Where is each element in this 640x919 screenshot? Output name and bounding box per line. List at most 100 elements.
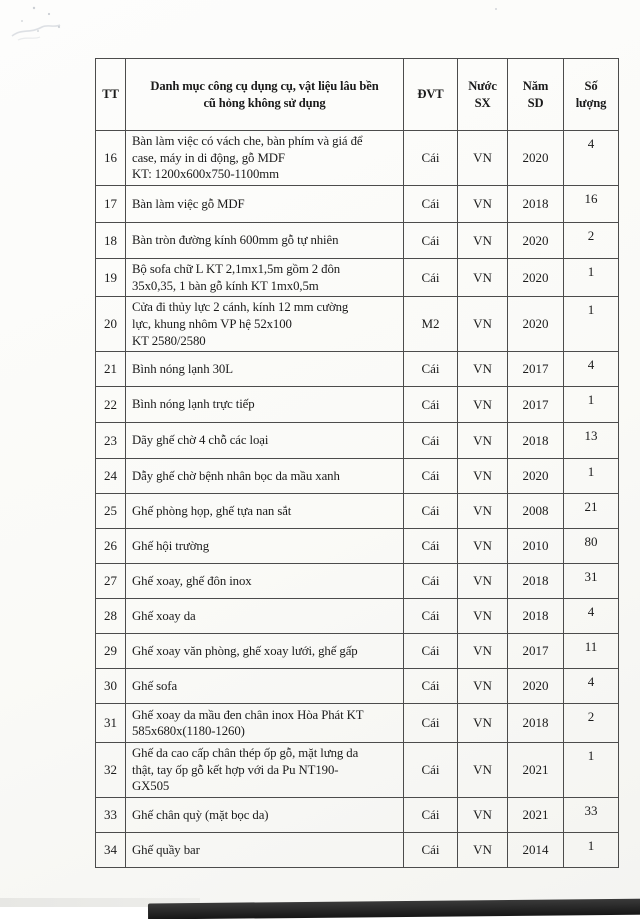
cell-tt: 32 — [95, 742, 126, 798]
cell-so-luong: 31 — [563, 563, 619, 600]
cell-danh-muc: Bàn làm việc có vách che, bàn phím và gi… — [125, 130, 404, 186]
cell-nuoc-sx: VN — [457, 703, 508, 744]
table-row: 28 Ghế xoay da Cái VN 2018 4 — [95, 598, 619, 635]
cell-so-luong: 4 — [563, 130, 619, 186]
inventory-table: TT Danh mục công cụ dụng cụ, vật liệu lâ… — [95, 58, 619, 868]
table-row: 26 Ghế hội trường Cái VN 2010 80 — [95, 528, 619, 565]
header-nam-sd: Năm SD — [507, 58, 564, 131]
cell-danh-muc: Ghế xoay văn phòng, ghế xoay lưới, ghế g… — [125, 633, 404, 670]
cell-nam-sd: 2018 — [507, 563, 564, 600]
cell-tt: 25 — [95, 493, 126, 530]
cell-nam-sd: 2020 — [507, 668, 564, 705]
cell-so-luong: 1 — [563, 386, 619, 424]
cell-nam-sd: 2020 — [507, 257, 564, 298]
cell-nuoc-sx: VN — [457, 633, 508, 670]
cell-nam-sd: 2018 — [507, 703, 564, 744]
cell-dvt: Cái — [403, 185, 458, 223]
cell-dvt: Cái — [403, 351, 458, 388]
cell-danh-muc: Bình nóng lạnh 30L — [125, 351, 404, 388]
cell-tt: 23 — [95, 422, 126, 460]
cell-dvt: Cái — [403, 703, 458, 744]
table-row: 23 Dãy ghế chờ 4 chỗ các loại Cái VN 201… — [95, 422, 619, 460]
cell-tt: 33 — [95, 797, 126, 833]
table-row: 30 Ghế sofa Cái VN 2020 4 — [95, 668, 619, 705]
cell-so-luong: 4 — [563, 668, 619, 705]
cell-nam-sd: 2017 — [507, 633, 564, 670]
cell-tt: 28 — [95, 598, 126, 635]
cell-tt: 17 — [95, 185, 126, 223]
cell-dvt: Cái — [403, 422, 458, 460]
cell-nuoc-sx: VN — [457, 257, 508, 298]
cell-danh-muc: Bình nóng lạnh trực tiếp — [125, 386, 404, 424]
cell-so-luong: 1 — [563, 832, 619, 868]
cell-tt: 24 — [95, 458, 126, 495]
cell-danh-muc: Ghế sofa — [125, 668, 404, 705]
cell-danh-muc: Ghế xoay, ghế đôn inox — [125, 563, 404, 600]
table-row: 29 Ghế xoay văn phòng, ghế xoay lưới, gh… — [95, 633, 619, 670]
cell-dvt: Cái — [403, 832, 458, 868]
table-row: 19 Bộ sofa chữ L KT 2,1mx1,5m gồm 2 đôn … — [95, 257, 619, 298]
cell-nuoc-sx: VN — [457, 668, 508, 705]
tiny-scan-speck — [495, 8, 497, 10]
cell-dvt: Cái — [403, 797, 458, 833]
header-tt: TT — [95, 58, 126, 131]
scan-bottom-gray-strip — [0, 898, 200, 907]
cell-nam-sd: 2021 — [507, 797, 564, 833]
table-row: 25 Ghế phòng họp, ghế tựa nan sắt Cái VN… — [95, 493, 619, 530]
cell-danh-muc: Dãy ghế chờ 4 chỗ các loại — [125, 422, 404, 460]
cell-so-luong: 80 — [563, 528, 619, 565]
cell-so-luong: 1 — [563, 296, 619, 353]
cell-tt: 18 — [95, 222, 126, 259]
cell-nam-sd: 2017 — [507, 351, 564, 388]
table-row: 21 Bình nóng lạnh 30L Cái VN 2017 4 — [95, 351, 619, 388]
cell-danh-muc: Bộ sofa chữ L KT 2,1mx1,5m gồm 2 đôn 35x… — [125, 257, 404, 298]
cell-danh-muc: Bàn tròn đường kính 600mm gỗ tự nhiên — [125, 222, 404, 259]
cell-tt: 19 — [95, 257, 126, 298]
cell-nam-sd: 2018 — [507, 422, 564, 460]
cell-tt: 31 — [95, 703, 126, 744]
cell-dvt: Cái — [403, 563, 458, 600]
cell-so-luong: 1 — [563, 458, 619, 495]
header-dvt: ĐVT — [403, 58, 458, 131]
cell-so-luong: 1 — [563, 257, 619, 298]
cell-danh-muc: Ghế da cao cấp chân thép ốp gỗ, mặt lưng… — [125, 742, 404, 798]
cell-nuoc-sx: VN — [457, 185, 508, 223]
cell-nuoc-sx: VN — [457, 797, 508, 833]
table-row: 27 Ghế xoay, ghế đôn inox Cái VN 2018 31 — [95, 563, 619, 600]
cell-nuoc-sx: VN — [457, 563, 508, 600]
cell-so-luong: 13 — [563, 422, 619, 460]
cell-dvt: Cái — [403, 633, 458, 670]
cell-nuoc-sx: VN — [457, 422, 508, 460]
cell-nam-sd: 2010 — [507, 528, 564, 565]
cell-so-luong: 2 — [563, 703, 619, 744]
cell-nuoc-sx: VN — [457, 222, 508, 259]
table-row: 18 Bàn tròn đường kính 600mm gỗ tự nhiên… — [95, 222, 619, 259]
cell-so-luong: 11 — [563, 633, 619, 670]
table-row: 16 Bàn làm việc có vách che, bàn phím và… — [95, 130, 619, 186]
cell-nuoc-sx: VN — [457, 386, 508, 424]
cell-nam-sd: 2020 — [507, 458, 564, 495]
cell-tt: 22 — [95, 386, 126, 424]
cell-so-luong: 1 — [563, 742, 619, 798]
cell-danh-muc: Cửa đi thủy lực 2 cánh, kính 12 mm cường… — [125, 296, 404, 353]
table-row: 34 Ghế quầy bar Cái VN 2014 1 — [95, 832, 619, 868]
cell-danh-muc: Ghế xoay da mầu đen chân inox Hòa Phát K… — [125, 703, 404, 744]
cell-danh-muc: Ghế chân quỳ (mặt bọc da) — [125, 797, 404, 833]
cell-dvt: Cái — [403, 458, 458, 495]
cell-dvt: Cái — [403, 598, 458, 635]
cell-so-luong: 4 — [563, 351, 619, 388]
cell-danh-muc: Ghế phòng họp, ghế tựa nan sắt — [125, 493, 404, 530]
cell-nam-sd: 2020 — [507, 296, 564, 353]
cell-nuoc-sx: VN — [457, 742, 508, 798]
cell-so-luong: 2 — [563, 222, 619, 259]
table-row: 22 Bình nóng lạnh trực tiếp Cái VN 2017 … — [95, 386, 619, 424]
cell-nuoc-sx: VN — [457, 528, 508, 565]
cell-nam-sd: 2020 — [507, 222, 564, 259]
cell-dvt: Cái — [403, 386, 458, 424]
cell-dvt: Cái — [403, 528, 458, 565]
cell-so-luong: 33 — [563, 797, 619, 833]
table-row: 33 Ghế chân quỳ (mặt bọc da) Cái VN 2021… — [95, 797, 619, 833]
cell-dvt: Cái — [403, 257, 458, 298]
cell-danh-muc: Bàn làm việc gỗ MDF — [125, 185, 404, 223]
cell-danh-muc: Ghế hội trường — [125, 528, 404, 565]
